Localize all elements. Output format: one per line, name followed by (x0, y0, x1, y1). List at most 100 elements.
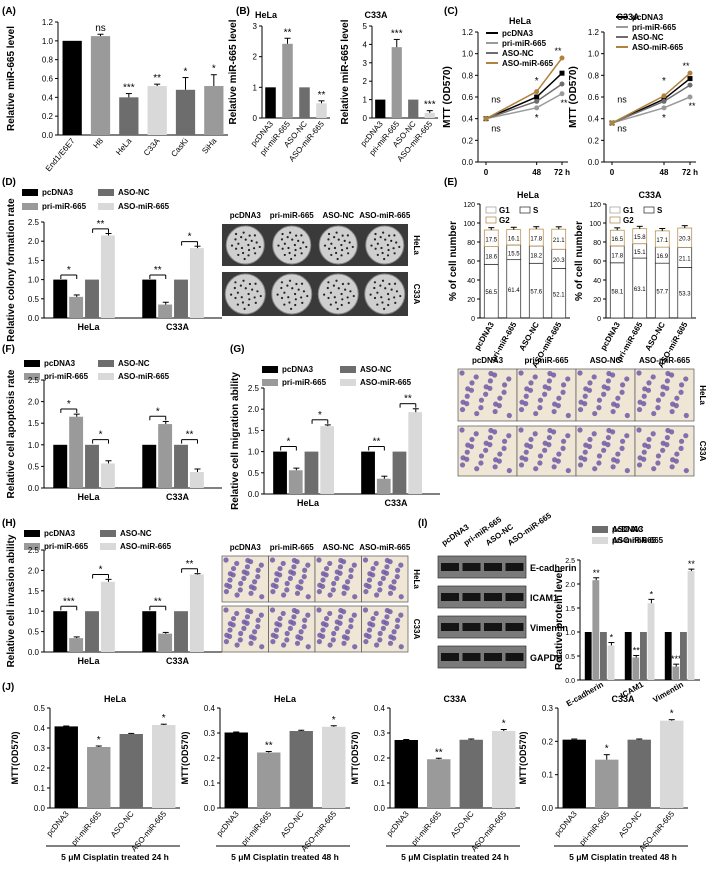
stained-cell (237, 587, 243, 593)
y-tick-label: 0.0 (542, 804, 554, 813)
x-category-label: HeLa (114, 136, 134, 157)
y-tick-label: 0.4 (204, 704, 216, 713)
image-column-header: ASO-NC (322, 211, 354, 220)
stained-cell (291, 557, 297, 564)
colony-dot (288, 251, 291, 255)
colony-dot (386, 243, 389, 247)
y-tick-label: 1.2 (42, 18, 54, 27)
colony-dot (393, 282, 397, 285)
panel-letter: (E) (444, 177, 457, 188)
blot-band (441, 563, 459, 571)
stained-cell (241, 619, 247, 625)
bar (647, 603, 655, 680)
colony-dot (374, 232, 377, 236)
stained-cell (488, 370, 494, 377)
stained-cell (284, 630, 290, 637)
significance-mark: ** (373, 437, 381, 448)
legend-entry: ASO-miR-665 (612, 536, 664, 545)
bar (424, 112, 435, 118)
colony-dot (234, 232, 238, 236)
colony-dot (242, 279, 245, 282)
x-tick-label: 0 (484, 168, 489, 177)
image-column-header: pri-miR-665 (524, 356, 569, 365)
colony-dot (280, 286, 283, 290)
stained-cell (596, 460, 602, 466)
segment-label: 16.9 (656, 254, 668, 260)
legend-entry: S (533, 206, 539, 215)
blot-band (505, 593, 524, 601)
stained-cell (255, 624, 261, 630)
bar (427, 759, 451, 808)
y-tick-label: 0.4 (588, 115, 600, 124)
image-column-header: pcDNA3 (230, 543, 262, 552)
stained-cell (388, 634, 394, 640)
blot-band (441, 653, 459, 661)
legend-swatch (98, 373, 114, 380)
stained-cell (224, 632, 230, 638)
legend-swatch (24, 373, 40, 380)
bar (492, 731, 516, 808)
legend-entry: G1 (623, 206, 634, 215)
colony-dot (394, 301, 397, 304)
legend-line (616, 26, 628, 28)
colony-dot (294, 298, 297, 301)
stained-cell (523, 393, 529, 399)
image-column-header: pcDNA3 (230, 211, 262, 220)
y-tick-label: 0.1 (204, 779, 216, 788)
colony-dot (253, 234, 256, 237)
legend-entry: pri-miR-665 (632, 23, 677, 32)
x-category-label: End1/E6E7 (44, 136, 77, 173)
stained-cell (384, 557, 390, 564)
data-point (609, 120, 615, 126)
footer-caption: 5 μM Cisplatin treated 48 h (569, 852, 677, 862)
stained-cell (348, 624, 354, 630)
colony-dot (390, 239, 393, 242)
stained-cell (348, 574, 354, 580)
bar (100, 581, 115, 652)
stained-cell (224, 582, 230, 588)
x-tick-label: 72 h (554, 168, 570, 177)
stained-cell (478, 460, 484, 466)
y-axis-label: MTT (OD570) (568, 66, 579, 128)
annotation: ** (688, 101, 696, 111)
legend-swatch (24, 530, 40, 537)
bar (304, 451, 319, 494)
y-tick-label: 0.8 (588, 71, 600, 80)
colony-dot (387, 298, 390, 301)
bar (595, 759, 619, 808)
significance-mark: * (650, 589, 654, 599)
y-tick-label: 80 (593, 240, 601, 247)
bar (69, 638, 84, 652)
stained-cell (331, 580, 337, 587)
significance-mark: ** (154, 596, 162, 607)
stained-cell (519, 455, 525, 461)
colony-dot (382, 231, 385, 234)
legend-entry: pri-miR-665 (44, 542, 89, 551)
colony-dot (393, 296, 396, 299)
colony-dot (333, 296, 336, 299)
y-tick-label: 80 (467, 240, 475, 247)
colony-dot (347, 301, 350, 304)
bar (632, 657, 640, 680)
stained-cell (305, 612, 311, 618)
stained-cell (305, 594, 311, 600)
colony-dot (247, 292, 250, 296)
y-tick-label: 20 (467, 297, 475, 304)
x-category-label: HeLa (77, 322, 100, 332)
colony-dot (290, 257, 293, 261)
colony-dot (384, 238, 387, 241)
x-category-label: HeLa (297, 498, 320, 508)
y-tick-label: 0 (597, 316, 601, 323)
y-tick-label: 0.0 (204, 804, 216, 813)
bar (664, 632, 672, 680)
x-category-label: pcDNA3 (473, 320, 497, 352)
legend-swatch (98, 189, 114, 196)
legend-entry: pcDNA3 (44, 529, 76, 538)
stained-cell (234, 610, 240, 617)
stained-cell (537, 397, 544, 403)
stained-cell (316, 638, 322, 645)
stained-cell (601, 384, 607, 390)
colony-dot (329, 291, 333, 294)
colony-dot (258, 245, 261, 249)
y-axis-label: Relative miR-665 level (6, 26, 17, 131)
